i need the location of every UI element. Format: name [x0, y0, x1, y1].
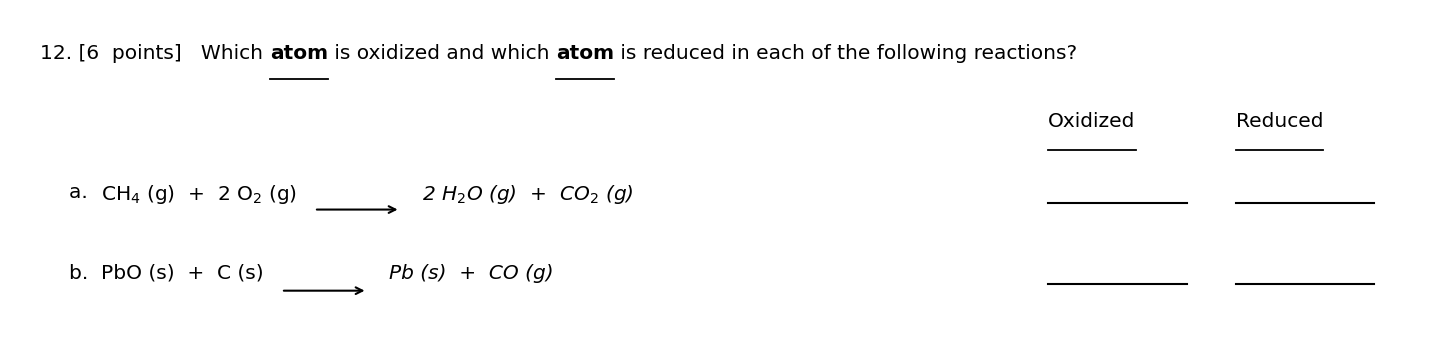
Text: Reduced: Reduced [1236, 112, 1323, 130]
Text: Pb (s)  +  CO (g): Pb (s) + CO (g) [389, 264, 553, 283]
Text: 2 H$_2$O (g)  +  CO$_2$ (g): 2 H$_2$O (g) + CO$_2$ (g) [422, 183, 634, 206]
Text: is oxidized and which: is oxidized and which [328, 44, 556, 63]
Text: atom: atom [269, 44, 328, 63]
Text: CH$_4$ (g)  +  2 O$_2$ (g): CH$_4$ (g) + 2 O$_2$ (g) [101, 183, 297, 206]
Text: 12. [6  points]   Which: 12. [6 points] Which [40, 44, 269, 63]
Text: atom: atom [556, 44, 613, 63]
Text: b.: b. [69, 264, 101, 283]
Text: a.: a. [69, 183, 101, 201]
Text: Oxidized: Oxidized [1048, 112, 1136, 130]
Text: is reduced in each of the following reactions?: is reduced in each of the following reac… [613, 44, 1077, 63]
Text: PbO (s)  +  C (s): PbO (s) + C (s) [101, 264, 264, 283]
